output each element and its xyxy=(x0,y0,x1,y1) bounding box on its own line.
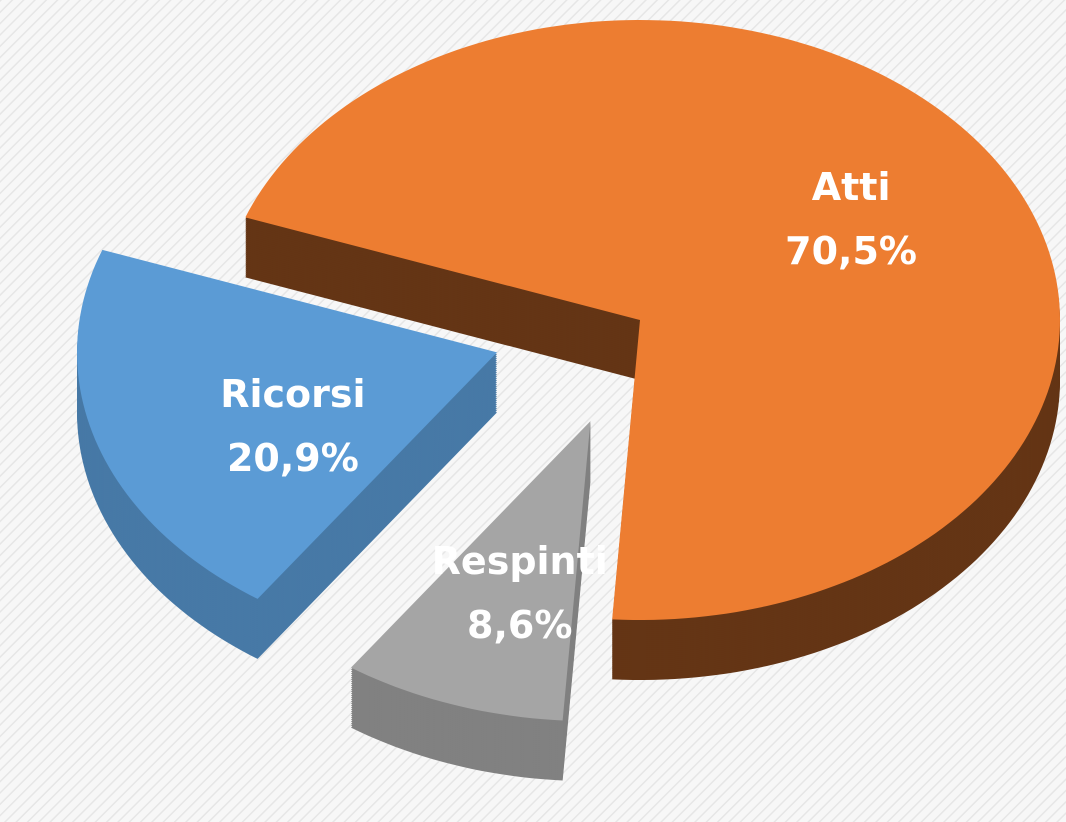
slice-value-label: 8,6% xyxy=(467,603,572,647)
slice-label: Atti xyxy=(812,165,891,209)
slice-value-label: 20,9% xyxy=(227,436,359,480)
slice xyxy=(351,421,591,721)
slice xyxy=(77,249,498,599)
slice xyxy=(245,20,1060,620)
slice-value-label: 70,5% xyxy=(785,229,917,273)
pie xyxy=(77,20,1060,781)
labels: Atti 70,5% Respinti 8,6% Ricorsi 20,9% xyxy=(220,165,917,647)
slice-label: Ricorsi xyxy=(220,372,365,416)
slice-label: Respinti xyxy=(432,539,608,583)
